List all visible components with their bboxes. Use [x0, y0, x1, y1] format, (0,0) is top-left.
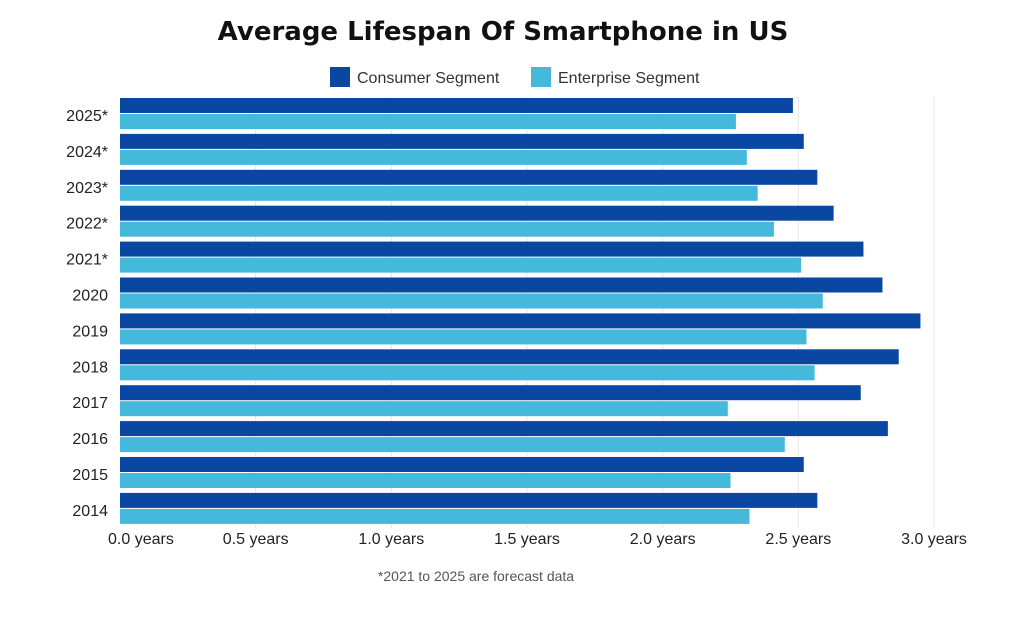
x-tick-label: 2.5 years [765, 531, 831, 548]
bar-enterprise [120, 257, 802, 273]
legend: Consumer Segment Enterprise Segment [330, 67, 700, 87]
bar-enterprise [120, 473, 731, 488]
y-axis-labels: 2025* 2024* 2023* 2022* 2021* 2020 2019 2018 201… [66, 108, 108, 520]
legend-swatch-enterprise [531, 67, 551, 87]
chart-title: Average Lifespan Of Smartphone in US [218, 17, 789, 47]
y-tick-label: 2025* [66, 108, 108, 125]
bar-enterprise [120, 185, 758, 201]
bar-enterprise [120, 365, 815, 381]
bars [120, 98, 921, 524]
bar-consumer [120, 205, 834, 221]
bar-enterprise [120, 149, 747, 165]
x-tick-label: 1.5 years [494, 531, 560, 548]
bar-consumer [120, 421, 888, 437]
x-tick-label: 1.0 years [358, 531, 424, 548]
bar-consumer [120, 349, 899, 365]
bar-consumer [120, 133, 804, 149]
x-axis-labels: 0.0 years 0.5 years 1.0 years 1.5 years 2.0 … [108, 531, 967, 548]
bar-consumer [120, 457, 804, 472]
bar-enterprise [120, 329, 807, 345]
bar-consumer [120, 98, 793, 113]
y-tick-label: 2021* [66, 252, 108, 269]
bar-enterprise [120, 401, 728, 417]
bar-consumer [120, 169, 818, 185]
bar-consumer [120, 385, 861, 401]
y-tick-label: 2014 [72, 503, 108, 520]
x-tick-label: 0.5 years [223, 531, 289, 548]
y-tick-label: 2024* [66, 144, 108, 161]
x-tick-label: 0.0 years [108, 531, 174, 548]
bar-enterprise [120, 114, 736, 129]
gridlines [255, 97, 935, 528]
y-tick-label: 2016 [72, 431, 108, 448]
bar-consumer [120, 492, 818, 508]
y-tick-label: 2019 [72, 323, 108, 340]
bar-enterprise [120, 508, 750, 524]
y-tick-label: 2020 [72, 287, 108, 304]
y-tick-label: 2017 [72, 395, 108, 412]
footnote: *2021 to 2025 are forecast data [378, 568, 574, 584]
y-tick-label: 2023* [66, 180, 108, 197]
bar-enterprise [120, 437, 785, 453]
x-tick-label: 3.0 years [901, 531, 967, 548]
bar-enterprise [120, 293, 823, 309]
bar-consumer [120, 241, 864, 257]
bar-enterprise [120, 221, 774, 237]
bar-consumer [120, 277, 883, 293]
y-tick-label: 2022* [66, 216, 108, 233]
y-tick-label: 2018 [72, 359, 108, 376]
legend-swatch-consumer [330, 67, 350, 87]
y-tick-label: 2015 [72, 467, 108, 484]
x-tick-label: 2.0 years [630, 531, 696, 548]
bar-consumer [120, 313, 921, 329]
legend-label-consumer: Consumer Segment [357, 70, 500, 87]
legend-label-enterprise: Enterprise Segment [558, 70, 700, 87]
